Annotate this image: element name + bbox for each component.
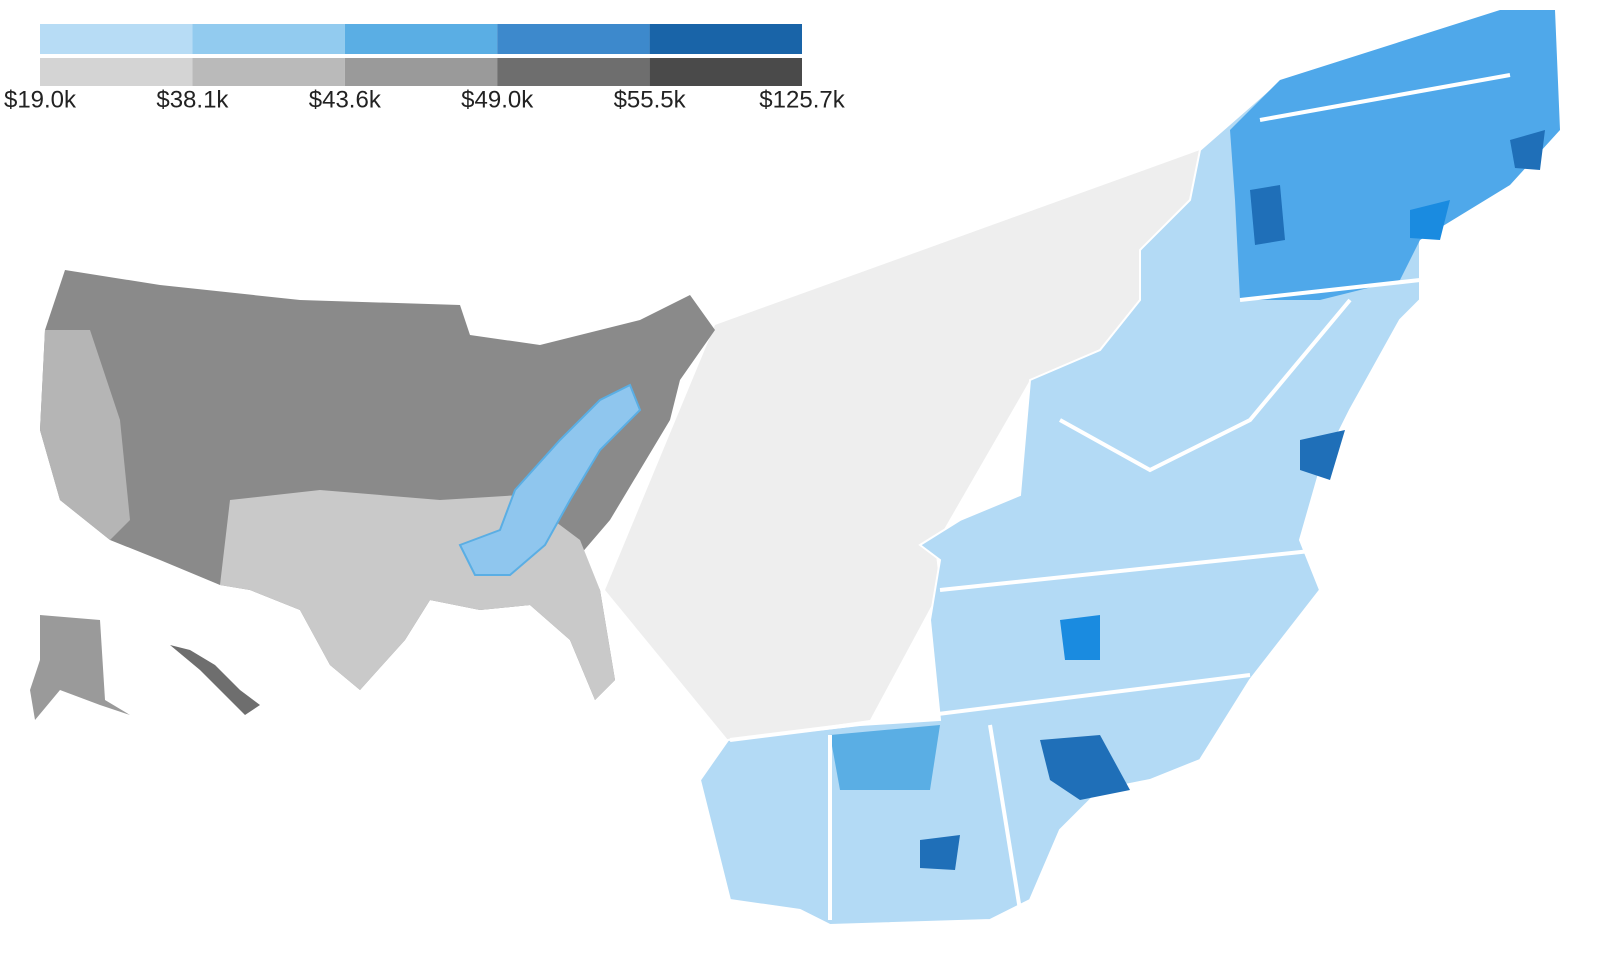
legend-tick-label: $55.5k: [614, 86, 687, 113]
legend-swatch: [344, 24, 498, 54]
zoom-connector: [605, 150, 1230, 740]
dark-county: [1410, 200, 1450, 240]
legend-swatch: [344, 58, 498, 86]
dark-county: [830, 725, 940, 790]
legend-swatch: [192, 24, 345, 54]
legend-swatch: [497, 24, 650, 54]
zoom-map: [698, 9, 1562, 927]
legend-tick-label: $49.0k: [461, 86, 534, 113]
state-border: [729, 673, 1251, 742]
dark-county: [1060, 615, 1100, 660]
dark-county: [1300, 430, 1345, 480]
legend-swatch: [649, 58, 802, 86]
alaska: [30, 615, 130, 720]
dark-county: [1040, 735, 1130, 800]
state-border: [988, 724, 1022, 911]
legend: $19.0k $38.1k $43.6k $49.0k $55.5k $125.7k: [4, 24, 846, 113]
state-border: [1059, 298, 1352, 473]
state-border: [939, 548, 1321, 592]
legend-swatch: [40, 58, 193, 86]
state-border: [1259, 73, 1511, 122]
legend-tick-label: $38.1k: [156, 86, 229, 113]
legend-tick-label: $19.0k: [4, 86, 77, 113]
west-coast: [40, 330, 130, 540]
dark-county: [1510, 130, 1545, 170]
legend-swatch: [40, 24, 193, 54]
legend-tick-label: $43.6k: [309, 86, 382, 113]
dark-county: [1250, 185, 1285, 245]
legend-swatch: [649, 24, 802, 54]
dark-county: [920, 835, 960, 870]
hawaii: [170, 645, 260, 715]
legend-tick-label: $125.7k: [759, 86, 845, 113]
pennsylvania: [1230, 10, 1560, 300]
legend-swatch: [192, 58, 345, 86]
us-map: [30, 270, 715, 720]
legend-swatch: [497, 58, 650, 86]
state-border: [1239, 278, 1421, 302]
appalachia-inset: [458, 383, 642, 576]
